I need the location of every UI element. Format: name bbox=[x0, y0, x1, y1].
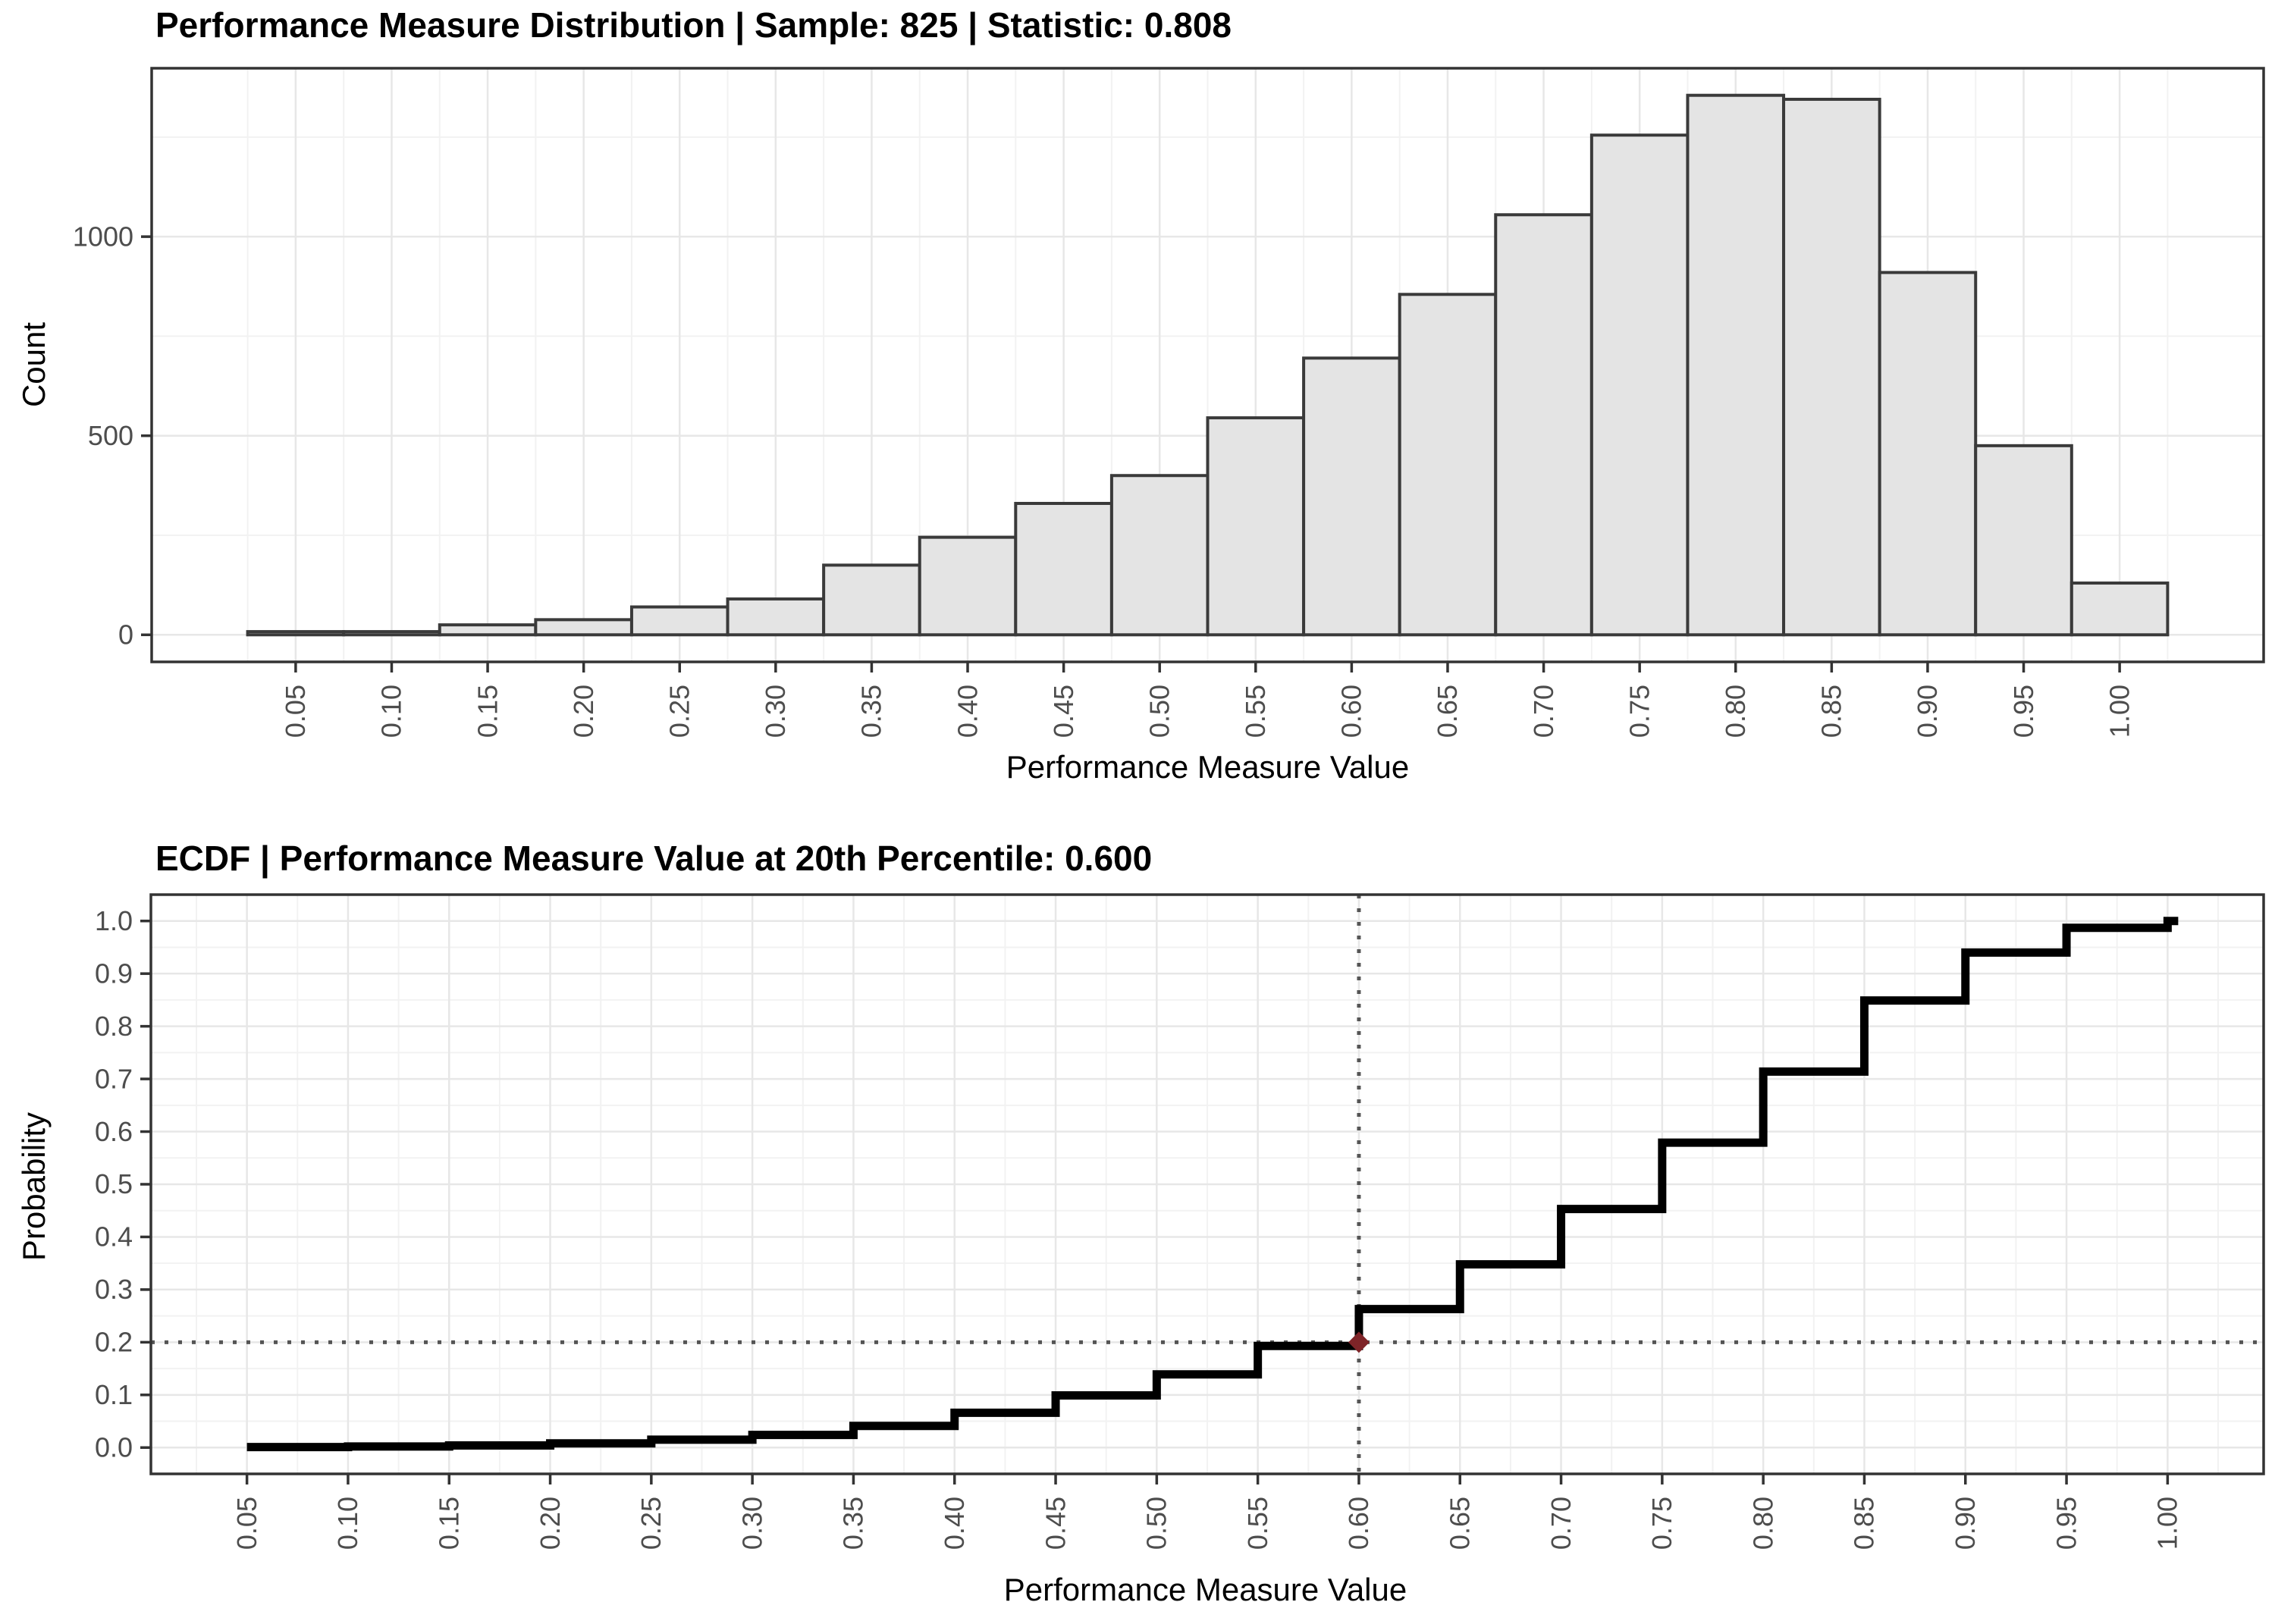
histogram-bar bbox=[1589, 133, 1690, 637]
x-tick-label: 0.10 bbox=[332, 1497, 363, 1550]
x-tick-label: 0.20 bbox=[568, 685, 599, 738]
y-tick-label: 0.3 bbox=[95, 1274, 133, 1305]
x-tick-label: 0.85 bbox=[1849, 1497, 1880, 1550]
ecdf-step-line bbox=[246, 917, 2179, 1452]
y-tick-label: 0.1 bbox=[95, 1379, 133, 1410]
histogram-bar bbox=[534, 618, 633, 637]
y-tick-label: 0.2 bbox=[95, 1327, 133, 1358]
histogram-bar bbox=[1686, 93, 1786, 637]
y-tick-label: 0.6 bbox=[95, 1116, 133, 1147]
x-tick-label: 0.30 bbox=[736, 1497, 767, 1550]
x-tick-label: 0.20 bbox=[535, 1497, 566, 1550]
histogram-bar bbox=[2069, 582, 2170, 637]
x-tick-label: 0.25 bbox=[664, 685, 695, 738]
histogram-title: Performance Measure Distribution | Sampl… bbox=[155, 5, 1232, 45]
histogram-bar bbox=[1974, 444, 2073, 637]
x-tick-label: 1.00 bbox=[2152, 1497, 2183, 1550]
x-tick-label: 0.90 bbox=[1950, 1497, 1981, 1550]
x-tick-label: 0.50 bbox=[1144, 685, 1175, 738]
x-tick-label: 0.60 bbox=[1343, 1497, 1374, 1550]
y-tick-label: 0.9 bbox=[95, 958, 133, 989]
x-tick-label: 0.40 bbox=[952, 685, 983, 738]
x-tick-label: 0.15 bbox=[433, 1497, 464, 1550]
ecdf-chart: 0.05 0.10 0.15 0.20 0.25 0.30 0.35 0.40 0.45 0.50… bbox=[0, 807, 2275, 1624]
x-tick-label: 0.35 bbox=[856, 685, 887, 738]
x-tick-label: 0.05 bbox=[280, 685, 311, 738]
x-tick-label: 1.00 bbox=[2104, 685, 2135, 738]
x-tick-label: 0.65 bbox=[1432, 685, 1463, 738]
histogram-plot-svg: 0.05 0.10 0.15 0.20 0.25 0.30 0.35 0.40 0.45 0.50… bbox=[73, 67, 2265, 738]
histogram-bar bbox=[726, 597, 826, 637]
histogram-bar bbox=[342, 630, 441, 637]
x-tick-label: 0.85 bbox=[1816, 685, 1847, 738]
ecdf-plot-svg: 0.05 0.10 0.15 0.20 0.25 0.30 0.35 0.40 0.45 0.50… bbox=[95, 893, 2265, 1550]
percentile-point-diamond bbox=[1348, 1331, 1370, 1353]
histogram-bar bbox=[1206, 416, 1306, 637]
y-tick-label: 0.8 bbox=[95, 1011, 133, 1042]
x-tick-label: 0.35 bbox=[838, 1497, 869, 1550]
histogram-bar bbox=[629, 605, 730, 637]
x-tick-label: 0.60 bbox=[1336, 685, 1367, 738]
x-tick-label: 0.15 bbox=[472, 685, 503, 738]
histogram-bar bbox=[1109, 474, 1210, 637]
histogram-bar bbox=[246, 630, 346, 637]
histogram-y-axis-title: Count bbox=[16, 321, 52, 408]
histogram-bar bbox=[438, 623, 538, 637]
x-tick-label: 0.55 bbox=[1242, 1497, 1273, 1550]
x-tick-label: 0.45 bbox=[1040, 1497, 1071, 1550]
x-tick-label: 0.40 bbox=[939, 1497, 970, 1550]
ecdf-y-axis-title: Probability bbox=[16, 1111, 52, 1262]
panel-border bbox=[150, 67, 2265, 663]
x-tick-label: 0.25 bbox=[635, 1497, 667, 1550]
x-tick-label: 0.45 bbox=[1048, 685, 1079, 738]
histogram-bar bbox=[1014, 501, 1113, 637]
y-tick-label: 0.0 bbox=[95, 1432, 133, 1463]
x-tick-label: 0.80 bbox=[1747, 1497, 1778, 1550]
x-tick-label: 0.50 bbox=[1141, 1497, 1172, 1550]
y-tick-label: 0 bbox=[118, 619, 133, 651]
y-tick-label: 0.5 bbox=[95, 1168, 133, 1199]
y-tick-label: 0.4 bbox=[95, 1221, 133, 1252]
histogram-bar bbox=[1398, 293, 1498, 637]
histogram-bar bbox=[1494, 213, 1593, 637]
histogram-x-axis-title: Performance Measure Value bbox=[1006, 749, 1410, 785]
x-tick-label: 0.75 bbox=[1624, 685, 1655, 738]
x-tick-label: 0.65 bbox=[1444, 1497, 1475, 1550]
x-tick-label: 0.80 bbox=[1720, 685, 1751, 738]
y-tick-label: 1000 bbox=[73, 221, 133, 252]
histogram-bar bbox=[822, 563, 921, 637]
x-tick-label: 0.10 bbox=[376, 685, 407, 738]
y-tick-label: 500 bbox=[88, 420, 133, 451]
x-tick-label: 0.90 bbox=[1912, 685, 1943, 738]
histogram-bar bbox=[918, 535, 1018, 637]
histogram-bar bbox=[1302, 356, 1401, 637]
histogram-bar bbox=[1878, 271, 1978, 637]
panel-border bbox=[149, 893, 2265, 1475]
x-tick-label: 0.70 bbox=[1545, 1497, 1577, 1550]
ecdf-x-axis-title: Performance Measure Value bbox=[1003, 1572, 1407, 1607]
y-tick-label: 0.7 bbox=[95, 1063, 133, 1094]
x-tick-label: 0.30 bbox=[760, 685, 791, 738]
x-tick-label: 0.95 bbox=[2051, 1497, 2082, 1550]
ecdf-title: ECDF | Performance Measure Value at 20th… bbox=[155, 839, 1153, 878]
x-tick-label: 0.75 bbox=[1646, 1497, 1677, 1550]
histogram-bar bbox=[1782, 97, 1881, 637]
x-tick-label: 0.55 bbox=[1240, 685, 1271, 738]
x-tick-label: 0.95 bbox=[2008, 685, 2039, 738]
x-tick-label: 0.05 bbox=[231, 1497, 262, 1550]
histogram-chart: 0.05 0.10 0.15 0.20 0.25 0.30 0.35 0.40 0.45 0.50… bbox=[0, 0, 2275, 807]
y-tick-label: 1.0 bbox=[95, 905, 133, 936]
x-tick-label: 0.70 bbox=[1528, 685, 1559, 738]
